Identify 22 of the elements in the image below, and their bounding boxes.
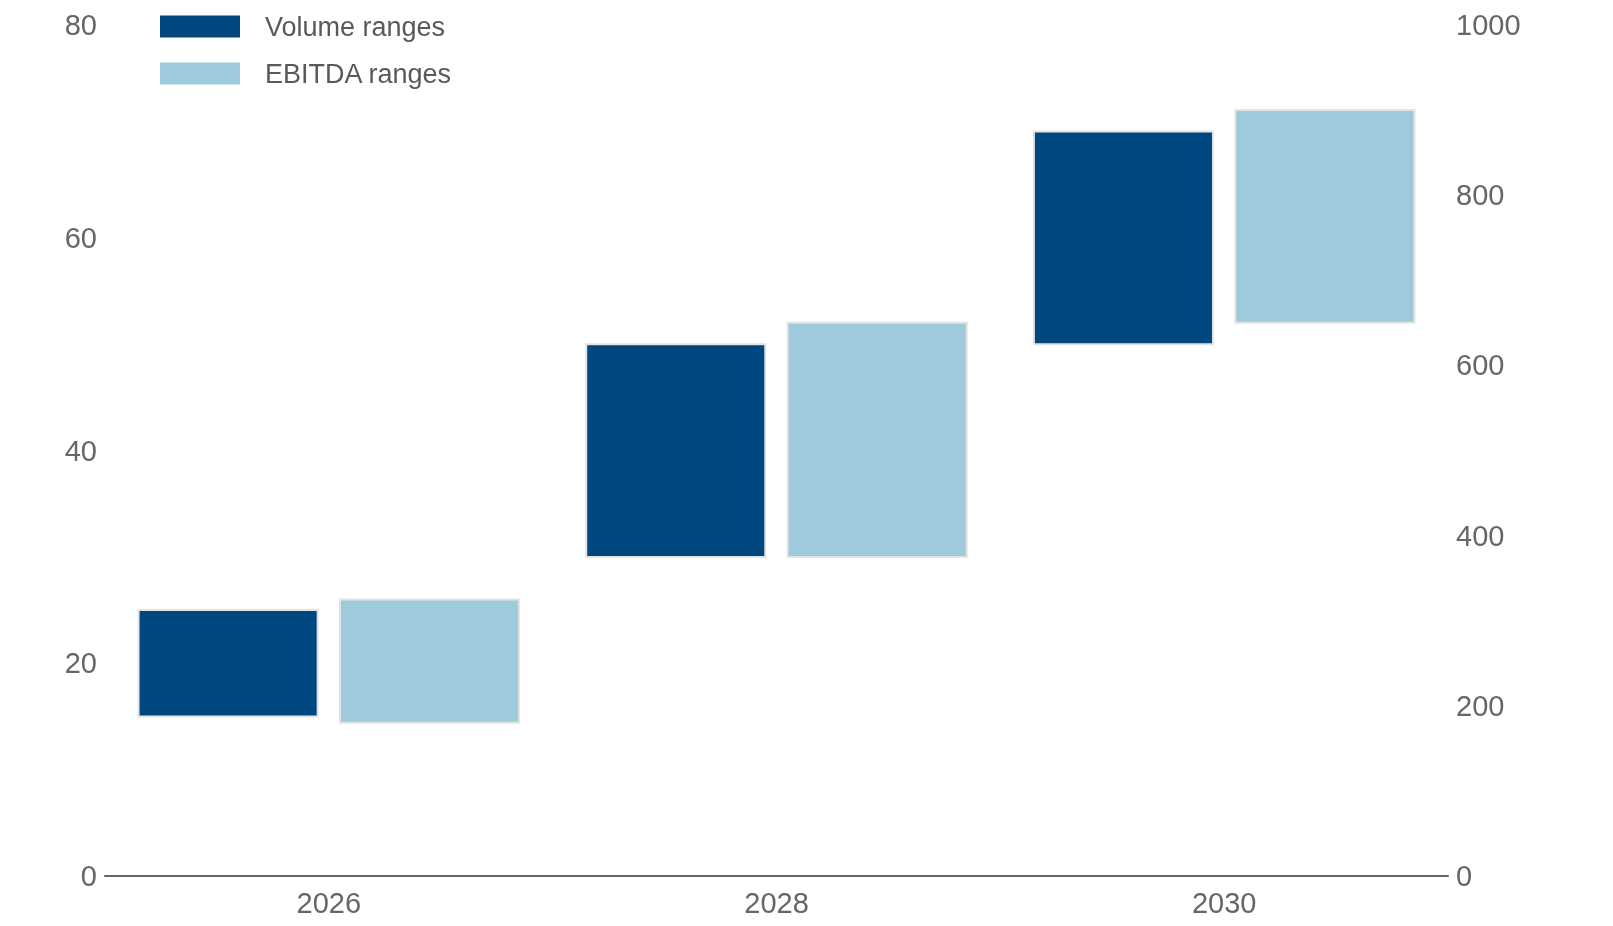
y2-tick-label: 600 — [1456, 349, 1505, 382]
y2-tick-label: 0 — [1456, 860, 1473, 892]
y2-tick-label: 800 — [1456, 179, 1505, 212]
bar — [339, 598, 521, 724]
y-tick-label: 0 — [80, 860, 97, 892]
bar — [786, 321, 968, 558]
y-tick-label: 40 — [64, 434, 97, 467]
bar — [1234, 109, 1416, 324]
x-tick-label: 2028 — [744, 886, 809, 919]
legend-label: Volume ranges — [265, 11, 446, 42]
y2-tick-label: 1000 — [1456, 9, 1521, 41]
bar — [585, 343, 767, 558]
legend-label: EBITDA ranges — [265, 58, 452, 89]
y-tick-label: 20 — [64, 647, 97, 680]
y2-tick-label: 400 — [1456, 519, 1505, 552]
bar — [1032, 130, 1214, 346]
x-tick-label: 2026 — [296, 886, 362, 919]
x-tick-label: 2030 — [1191, 886, 1257, 919]
bar — [137, 609, 319, 718]
y-tick-label: 80 — [64, 9, 97, 41]
y2-tick-label: 200 — [1456, 689, 1505, 722]
y-tick-label: 60 — [64, 221, 97, 254]
